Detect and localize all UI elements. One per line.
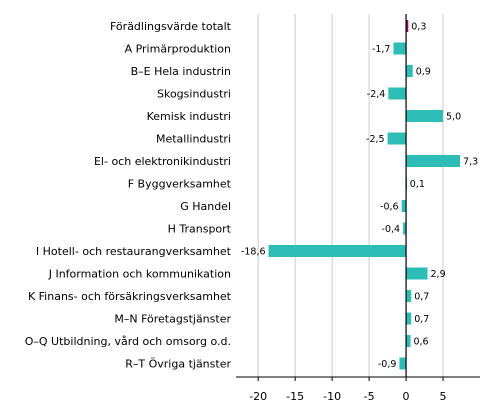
value-label: -1,7 (372, 44, 391, 55)
category-label: K Finans- och försäkringsverksamhet (28, 290, 232, 303)
bar (393, 42, 407, 55)
value-label: 0,7 (414, 292, 429, 303)
bar (268, 245, 407, 257)
bar (406, 312, 412, 325)
category-labels: Förädlingsvärde totalt A Primärproduktion… (25, 20, 232, 371)
bar (406, 65, 413, 77)
x-tick-label: 0 (403, 390, 410, 403)
bar (403, 222, 407, 235)
value-label: -0,6 (380, 202, 399, 213)
value-label: 0,7 (414, 314, 429, 325)
bar (406, 110, 444, 122)
category-label: B–E Hela industrin (131, 65, 231, 78)
category-label: El- och elektronikindustri (94, 155, 231, 168)
bar (406, 20, 409, 32)
category-label: M–N Företagstjänster (114, 313, 231, 326)
x-tick-label: 5 (440, 390, 447, 403)
value-label: -18,6 (241, 247, 266, 258)
category-label: Skogsindustri (157, 88, 231, 101)
category-label: F Byggverksamhet (128, 178, 232, 191)
bar (406, 335, 411, 347)
value-label: -2,5 (366, 134, 385, 145)
category-label: R–T Övriga tjänster (125, 358, 231, 371)
bar (401, 200, 407, 212)
value-label: 0,6 (413, 337, 428, 348)
value-labels: 0,3 -1,7 0,9 -2,4 5,0 -2,5 7,3 0,1 -0,6 -0,4 -18,6… (241, 22, 478, 371)
category-label: A Primärproduktion (125, 43, 231, 56)
bar (406, 290, 412, 302)
category-label: J Information och kommunikation (48, 268, 231, 281)
value-label: -0,4 (382, 224, 401, 235)
value-label: -0,9 (378, 359, 397, 370)
value-label: 0,1 (410, 179, 425, 190)
bar (406, 155, 461, 167)
category-label: H Transport (168, 223, 232, 236)
category-label: G Handel (180, 200, 231, 213)
category-label: O–Q Utbildning, vård och omsorg o.d. (25, 335, 231, 348)
bar (388, 87, 407, 100)
bars (268, 20, 461, 370)
x-tick-label: -15 (286, 390, 304, 403)
x-axis: -20 -15 -10 -5 0 5 (236, 376, 480, 403)
grid-lines (257, 14, 444, 377)
category-label: Förädlingsvärde totalt (110, 20, 232, 33)
value-label: -2,4 (367, 89, 386, 100)
x-tick-label: -5 (364, 390, 375, 403)
value-label: 0,3 (411, 22, 426, 33)
value-label: 7,3 (463, 157, 478, 168)
value-label: 0,9 (416, 67, 431, 78)
bar (387, 132, 407, 145)
value-label: 5,0 (446, 112, 461, 123)
category-label: Kemisk industri (147, 110, 231, 123)
x-tick-label: -20 (249, 390, 267, 403)
x-tick-label: -10 (323, 390, 341, 403)
category-label: Metallindustri (156, 133, 231, 146)
bar (406, 267, 428, 280)
bar (399, 357, 407, 370)
value-label: 2,9 (431, 269, 446, 280)
category-label: I Hotell- och restaurangverksamhet (36, 245, 232, 258)
